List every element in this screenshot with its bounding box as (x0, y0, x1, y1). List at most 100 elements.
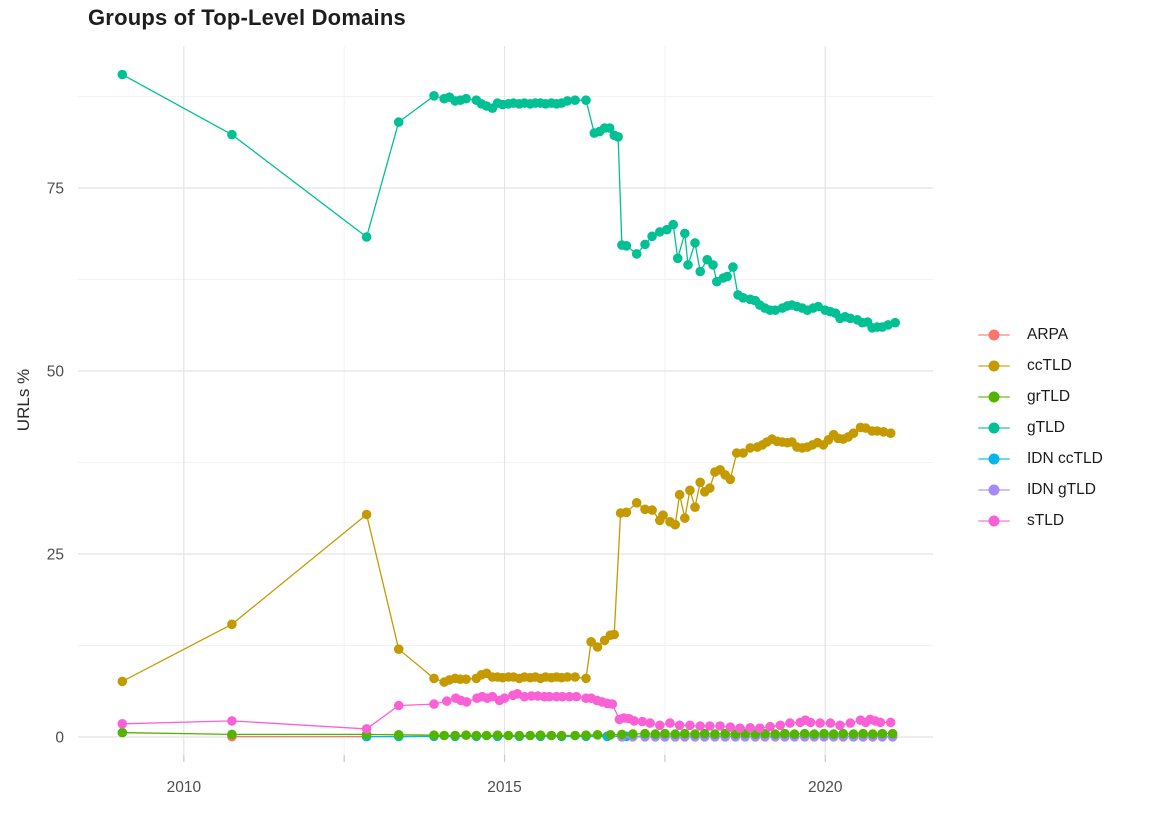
data-point (592, 730, 603, 740)
data-point (570, 672, 580, 682)
data-point (705, 721, 715, 731)
data-point (660, 728, 670, 739)
chart-title: Groups of Top-Level Domains (88, 5, 406, 30)
data-point (789, 729, 800, 739)
legend-key-icon (978, 422, 1010, 434)
data-point (715, 721, 725, 731)
series-arpa (227, 731, 372, 742)
legend-item-stld: sTLD (978, 505, 1103, 536)
data-point (546, 730, 557, 741)
data-point (838, 728, 848, 739)
data-point (835, 720, 845, 731)
data-point (637, 716, 648, 727)
data-point (878, 427, 889, 437)
legend-key-icon (978, 484, 1010, 496)
data-point (647, 231, 657, 242)
data-point (890, 317, 900, 328)
data-point (461, 697, 472, 707)
data-point (499, 693, 510, 703)
x-tick-label: 2015 (487, 779, 521, 796)
data-point (775, 720, 786, 731)
legend-item-arpa: ARPA (978, 319, 1103, 350)
data-point (393, 117, 404, 127)
data-point (825, 718, 836, 728)
data-point (629, 716, 639, 726)
data-point (885, 717, 896, 728)
data-point (481, 730, 492, 741)
x-tick-label: 2010 (167, 779, 202, 796)
data-point (785, 718, 795, 728)
legend-key-icon (978, 329, 1010, 341)
data-point (562, 672, 573, 682)
legend-item-idn-cctld: IDN ccTLD (978, 443, 1103, 474)
data-point (461, 93, 471, 104)
data-point (658, 510, 668, 520)
data-point (607, 699, 618, 709)
data-point (562, 96, 573, 106)
data-point (708, 260, 718, 270)
data-point (745, 443, 755, 453)
legend: ARPA ccTLD grTLD gTLD IDN ccTLD IDN gTLD sTLD (978, 319, 1103, 536)
data-point (631, 249, 642, 259)
data-point (805, 717, 816, 728)
data-point (690, 502, 700, 512)
data-point (117, 727, 128, 738)
legend-label: IDN gTLD (1027, 480, 1096, 498)
legend-label: sTLD (1027, 511, 1065, 529)
data-point (887, 728, 898, 739)
legend-key-icon (978, 360, 1010, 372)
data-point (581, 95, 591, 105)
data-point (770, 729, 780, 739)
data-point (699, 728, 710, 739)
legend-dot (988, 391, 1000, 402)
y-tick-label: 75 (47, 181, 64, 198)
data-point (848, 428, 859, 439)
series-cctld (117, 422, 896, 687)
data-point (815, 718, 825, 728)
data-point (586, 637, 596, 647)
data-point (227, 129, 237, 140)
data-point (631, 498, 642, 508)
data-point (442, 696, 452, 706)
data-point (439, 730, 450, 741)
data-point (592, 642, 603, 652)
data-point (728, 262, 738, 272)
legend-label: ARPA (1027, 325, 1069, 343)
data-point (685, 720, 695, 731)
data-point (780, 728, 790, 739)
legend-label: ccTLD (1027, 356, 1072, 374)
data-point (461, 674, 471, 684)
data-point (828, 729, 839, 739)
data-point (650, 729, 661, 739)
data-point (680, 728, 690, 739)
series-gtld (117, 69, 900, 333)
data-point (655, 720, 665, 731)
data-point (429, 673, 439, 684)
x-tick-label: 2020 (808, 779, 843, 796)
legend-item-cctld: ccTLD (978, 350, 1103, 381)
data-point (621, 241, 632, 251)
data-point (570, 95, 580, 105)
data-point (519, 691, 530, 702)
data-point (471, 730, 482, 741)
data-point (877, 728, 888, 739)
data-point (765, 721, 775, 732)
data-point (227, 619, 237, 630)
data-point (640, 239, 650, 250)
data-point (535, 730, 546, 740)
data-point (628, 729, 638, 739)
data-point (429, 699, 439, 709)
data-point (745, 723, 755, 733)
data-point (609, 629, 619, 640)
data-point (672, 253, 683, 264)
data-point (695, 721, 705, 731)
data-point (645, 718, 655, 728)
data-point (685, 485, 695, 496)
data-point (393, 644, 404, 654)
data-point (117, 676, 128, 687)
data-point (738, 448, 748, 458)
y-tick-label: 0 (55, 729, 64, 746)
data-point (544, 691, 555, 702)
data-point (670, 519, 680, 530)
